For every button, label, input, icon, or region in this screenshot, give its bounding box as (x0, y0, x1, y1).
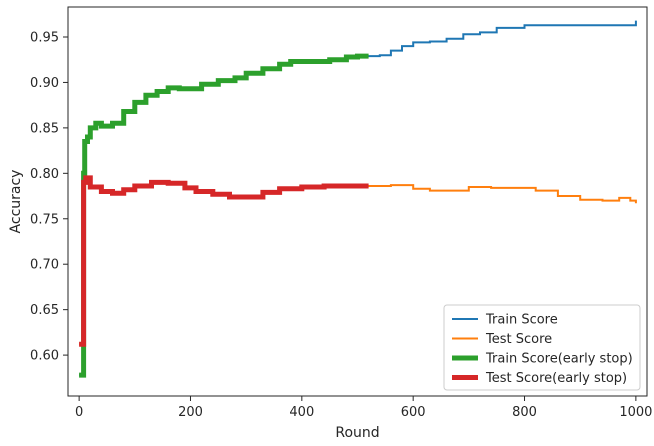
x-tick-label: 400 (289, 405, 314, 420)
y-tick-label: 0.60 (30, 349, 59, 364)
y-axis-ticks: 0.60 0.65 0.70 0.75 0.80 0.85 0.90 0.95 (30, 30, 68, 364)
legend-label: Test Score (485, 332, 552, 347)
x-axis-label: Round (335, 425, 379, 441)
x-tick-label: 1000 (619, 405, 652, 420)
legend-label: Train Score(early stop) (485, 352, 633, 367)
y-tick-label: 0.70 (30, 258, 59, 273)
x-tick-label: 800 (512, 405, 537, 420)
legend: Train Score Test Score Train Score(early s… (443, 304, 641, 391)
y-tick-label: 0.90 (30, 76, 59, 91)
legend-label: Test Score(early stop) (485, 371, 627, 386)
x-tick-label: 600 (401, 405, 426, 420)
y-tick-label: 0.95 (30, 30, 59, 45)
x-axis-ticks: 0 200 400 600 800 1000 (75, 396, 652, 420)
series-layer (79, 20, 637, 378)
y-tick-label: 0.75 (30, 212, 59, 227)
x-tick-label: 0 (75, 405, 83, 420)
x-tick-label: 200 (178, 405, 203, 420)
y-axis-label: Accuracy (8, 170, 24, 234)
legend-label: Train Score (485, 313, 558, 328)
series-line-test-score-early-stop (79, 175, 369, 347)
series-line-train-score-early-stop (79, 53, 369, 378)
y-tick-label: 0.65 (30, 303, 59, 318)
legend-box (443, 304, 641, 391)
y-tick-label: 0.80 (30, 167, 59, 182)
y-tick-label: 0.85 (30, 121, 59, 136)
